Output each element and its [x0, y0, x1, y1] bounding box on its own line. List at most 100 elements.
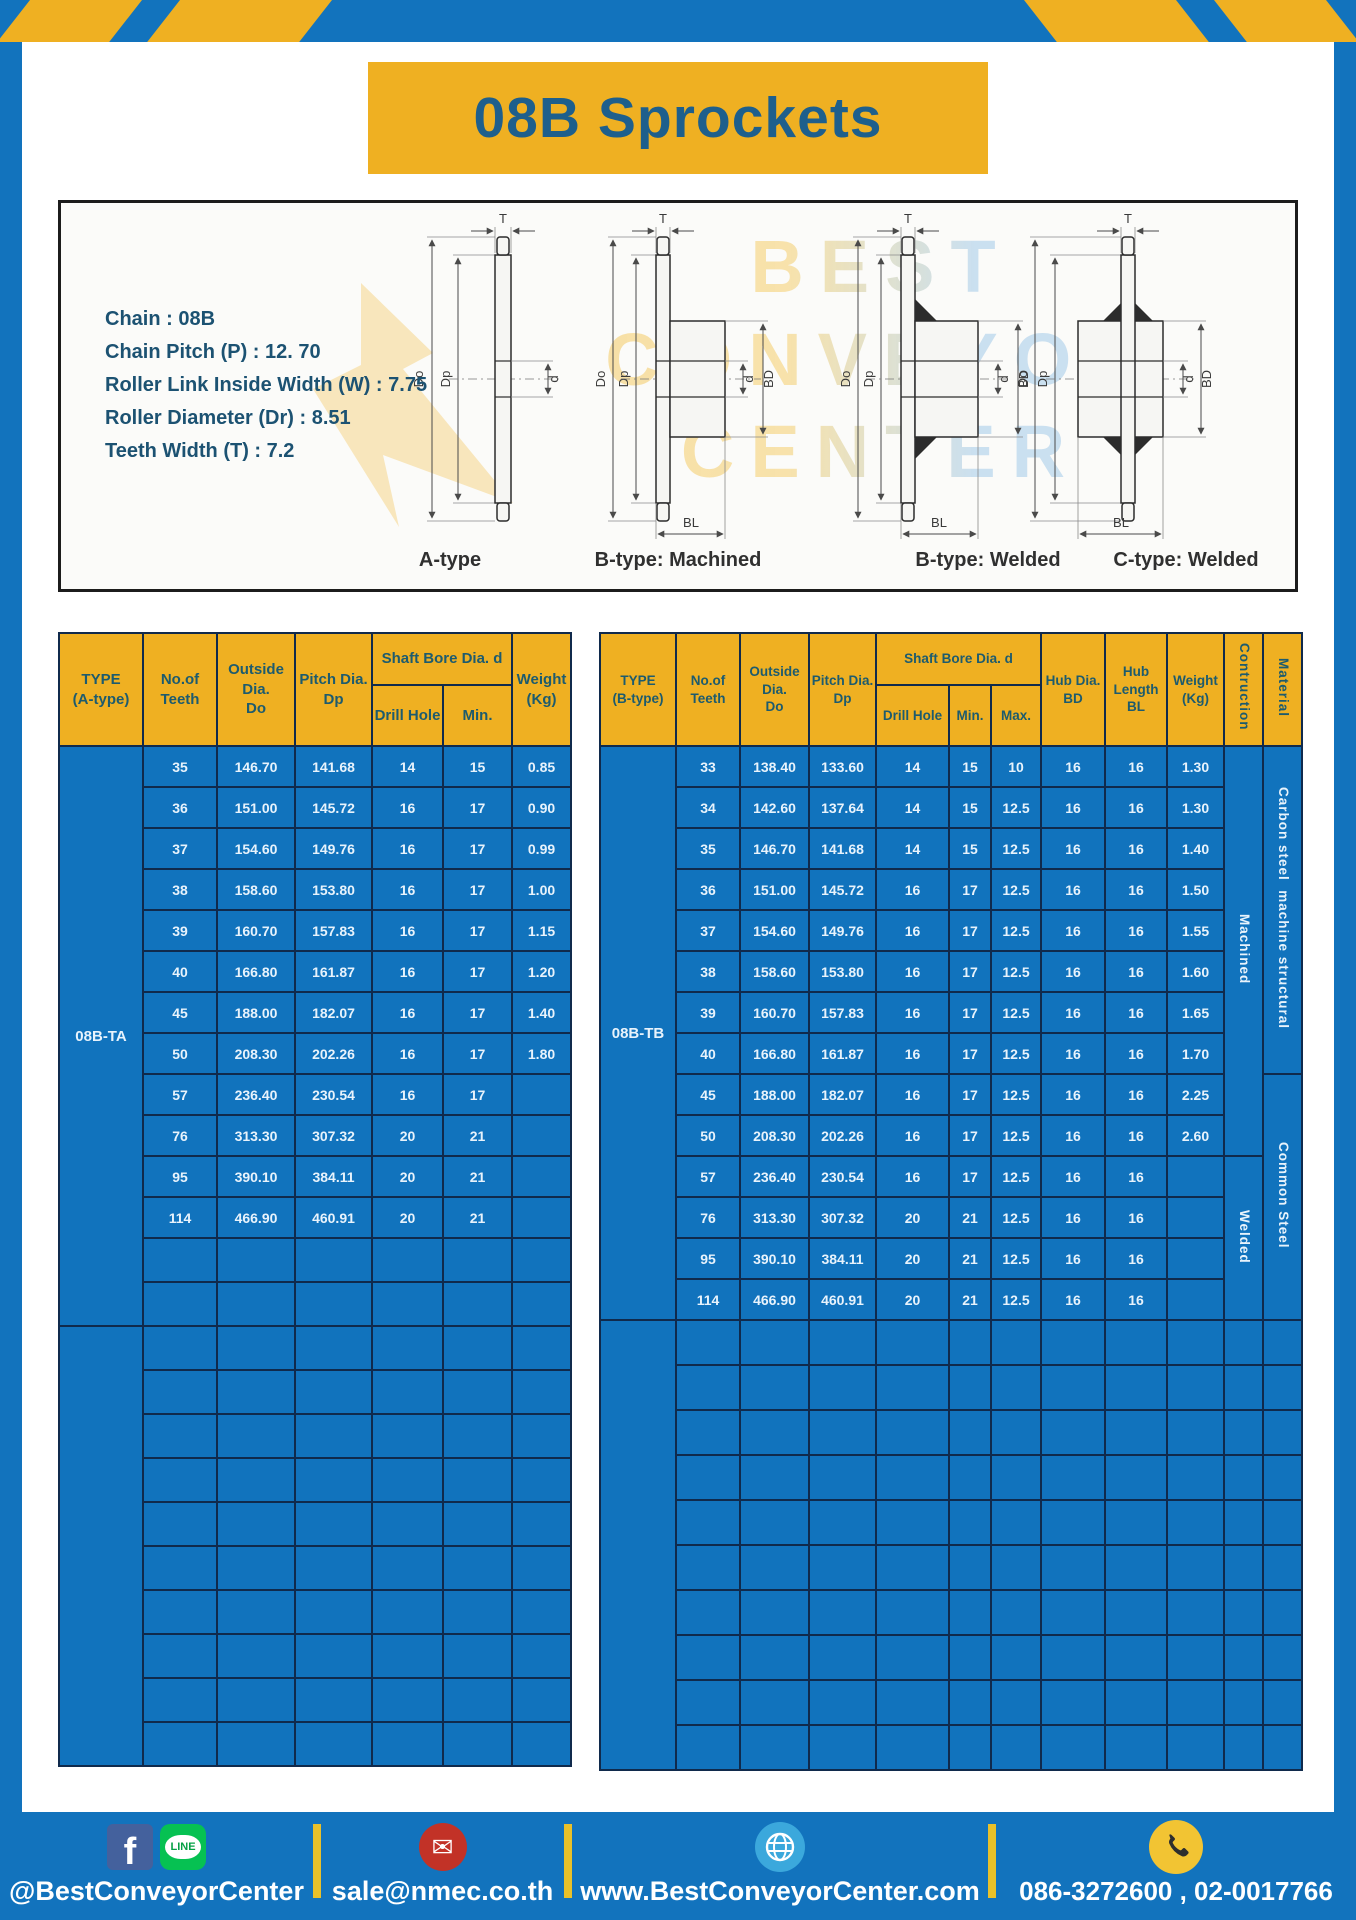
table-cell [371, 1633, 444, 1679]
svg-text:d: d [996, 375, 1011, 382]
table-row: 50 208.30 202.26 16 17 1.80 [59, 1032, 573, 1075]
table-cell: 1.55 [1166, 909, 1225, 952]
table-cell: 16 [1040, 909, 1106, 952]
table-cell: 36 [675, 868, 741, 911]
table-cell [875, 1499, 950, 1546]
table-row: 34 142.60 137.64 14 15 12.5 16 16 1.30 [600, 786, 1302, 829]
table-cell [216, 1501, 296, 1547]
table-cell [216, 1545, 296, 1591]
table-cell: 236.40 [216, 1073, 296, 1116]
table-cell: 1.30 [1166, 786, 1225, 829]
table-row: 95 390.10 384.11 20 21 12.5 16 16 [600, 1237, 1302, 1280]
table-cell [739, 1454, 810, 1501]
table-cell [1166, 1454, 1225, 1501]
table-row: 45 188.00 182.07 16 17 12.5 16 16 2.25 Common Ste… [600, 1073, 1303, 1321]
table-cell: 21 [948, 1278, 992, 1321]
table-cell: 16 [1104, 868, 1168, 911]
table-cell: 230.54 [808, 1155, 877, 1198]
table-cell [948, 1679, 992, 1726]
email-icon[interactable]: ✉ [418, 1823, 467, 1871]
table-cell: 17 [948, 1032, 992, 1075]
table-cell [1262, 1634, 1303, 1681]
globe-icon[interactable] [755, 1822, 805, 1872]
table-row [59, 1589, 573, 1635]
table-cell: 15 [948, 745, 992, 788]
svg-text:Dp: Dp [1035, 371, 1050, 388]
footer-phone-section: 086-3272600 , 02-0017766 [996, 1812, 1356, 1920]
line-icon[interactable]: LINE [160, 1824, 206, 1870]
spec-line: Roller Diameter (Dr) : 8.51 [105, 407, 351, 429]
table-row [59, 1457, 573, 1503]
table-cell [1166, 1155, 1225, 1198]
footer-divider [988, 1824, 996, 1898]
table-cell: 21 [948, 1196, 992, 1239]
table-cell: 14 [875, 745, 950, 788]
table-cell [142, 1457, 218, 1503]
table-cell [1262, 1589, 1303, 1636]
table-cell: 40 [675, 1032, 741, 1075]
table-cell: 16 [1040, 745, 1106, 788]
table-cell [216, 1281, 296, 1327]
table-cell [371, 1677, 444, 1723]
table-cell: 208.30 [739, 1114, 810, 1157]
table-cell [1166, 1364, 1225, 1411]
table-cell [1262, 1409, 1303, 1456]
table-cell [1223, 1724, 1264, 1771]
website-url[interactable]: www.BestConveyorCenter.com [580, 1876, 980, 1906]
table-cell: 38 [675, 950, 741, 993]
phone-icon[interactable] [1149, 1820, 1203, 1874]
col-header-construction: Contruction [1223, 632, 1264, 747]
table-cell: 12.5 [990, 786, 1042, 829]
table-cell: 12.5 [990, 1196, 1042, 1239]
table-cell [948, 1724, 992, 1771]
table-cell [1223, 1454, 1264, 1501]
table-cell: 10 [990, 745, 1042, 788]
table-cell: 16 [875, 991, 950, 1034]
table-row: 38 158.60 153.80 16 17 1.00 [59, 868, 573, 911]
svg-text:d: d [741, 375, 756, 382]
table-row [600, 1409, 1303, 1456]
table-row: 37 154.60 149.76 16 17 0.99 [59, 827, 573, 870]
table-cell [1262, 1724, 1303, 1771]
table-cell: 12.5 [990, 1237, 1042, 1280]
table-cell [948, 1499, 992, 1546]
table-cell [142, 1237, 218, 1283]
table-cell [675, 1499, 741, 1546]
sprocket-table-b-type: TYPE (B-type) No.of Teeth Outside Dia. D… [599, 632, 1303, 1771]
phone-numbers[interactable]: 086-3272600 , 02-0017766 [1019, 1876, 1333, 1906]
table-cell [441, 1325, 514, 1371]
social-handle[interactable]: @BestConveyorCenter [9, 1876, 304, 1906]
diagram-a-type: Do Dp T d [411, 211, 563, 522]
table-cell: 161.87 [808, 1032, 877, 1075]
table-cell [1040, 1319, 1106, 1366]
vertical-span-cell: Machined [1223, 745, 1264, 1157]
table-cell [990, 1499, 1042, 1546]
table-row: 36 151.00 145.72 16 17 0.90 [59, 786, 573, 829]
table-cell: 182.07 [808, 1073, 877, 1116]
sprocket-table-a-type: TYPE (A-type) No.of Teeth Outside Dia. D… [58, 632, 573, 1767]
table-cell [1104, 1319, 1168, 1366]
table-cell: 466.90 [216, 1196, 296, 1239]
table-cell [808, 1589, 877, 1636]
email-address[interactable]: sale@nmec.co.th [331, 1876, 554, 1906]
table-cell: 1.65 [1166, 991, 1225, 1034]
table-cell: 466.90 [739, 1278, 810, 1321]
table-cell [1104, 1499, 1168, 1546]
facebook-icon[interactable]: f [107, 1824, 153, 1871]
table-cell [511, 1721, 573, 1767]
table-row: 08B-TB 33 138.40 133.60 14 15 10 16 16 1.30 Machin… [599, 745, 1303, 1321]
table-cell: 0.90 [511, 786, 573, 829]
table-cell [875, 1634, 950, 1681]
decor-stripe [1024, 0, 1209, 42]
table-cell: 166.80 [216, 950, 296, 993]
table-row [59, 1633, 573, 1679]
table-cell [1166, 1499, 1225, 1546]
table-cell: 141.68 [294, 745, 373, 788]
table-cell [216, 1677, 296, 1723]
table-cell [739, 1544, 810, 1591]
col-header-weight: Weight (Kg) [511, 632, 573, 747]
table-cell [142, 1501, 218, 1547]
table-cell [739, 1724, 810, 1771]
table-cell [511, 1633, 573, 1679]
